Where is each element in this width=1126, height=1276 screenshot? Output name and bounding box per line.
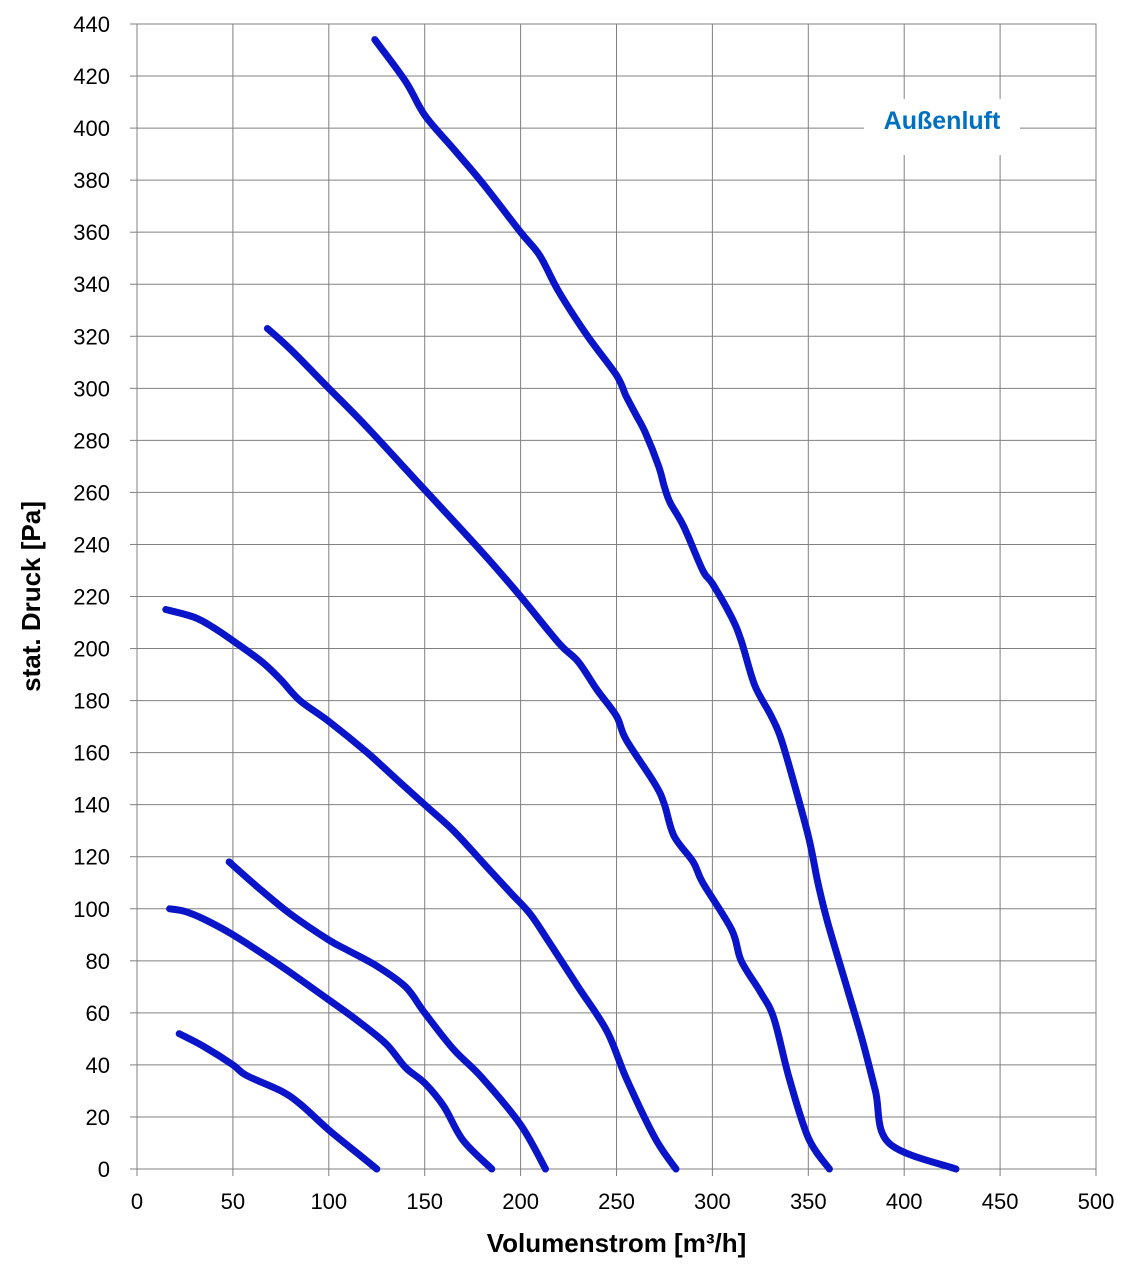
x-tick-label: 150 — [406, 1189, 443, 1214]
x-tick-label: 250 — [598, 1189, 635, 1214]
x-tick-label: 200 — [502, 1189, 539, 1214]
x-tick-label: 0 — [131, 1189, 143, 1214]
y-axis-title: stat. Druck [Pa] — [16, 501, 46, 692]
series-line-3 — [225, 858, 549, 1173]
y-tick-label: 80 — [86, 949, 110, 974]
x-tick-label: 100 — [310, 1189, 347, 1214]
series-line-2 — [166, 905, 496, 1173]
y-tick-label: 280 — [73, 428, 110, 453]
y-axis-ticks: 0 20 40 60 80 100 120 140 160 180 200 220 240 260 280 3… — [73, 12, 137, 1182]
y-tick-label: 420 — [73, 64, 110, 89]
y-tick-label: 240 — [73, 532, 110, 557]
x-axis-ticks: 0 50 100 150 200 250 300 350 400 450 500 — [131, 1169, 1114, 1214]
y-tick-label: 340 — [73, 272, 110, 297]
y-tick-label: 120 — [73, 845, 110, 870]
y-tick-label: 380 — [73, 168, 110, 193]
y-tick-label: 100 — [73, 897, 110, 922]
y-tick-label: 0 — [98, 1157, 110, 1182]
series-line-1 — [175, 1030, 381, 1173]
y-tick-label: 20 — [86, 1105, 110, 1130]
legend: Außenluft — [864, 99, 1020, 155]
y-tick-label: 220 — [73, 585, 110, 610]
y-tick-label: 200 — [73, 637, 110, 662]
x-tick-label: 500 — [1078, 1189, 1115, 1214]
x-tick-label: 50 — [221, 1189, 245, 1214]
y-tick-label: 60 — [86, 1001, 110, 1026]
x-axis-title: Volumenstrom [m³/h] — [487, 1228, 747, 1258]
series-line-6 — [371, 36, 960, 1173]
y-tick-label: 320 — [73, 324, 110, 349]
y-tick-label: 160 — [73, 741, 110, 766]
x-tick-label: 350 — [790, 1189, 827, 1214]
series-group — [162, 36, 960, 1173]
y-tick-label: 300 — [73, 376, 110, 401]
y-tick-label: 360 — [73, 220, 110, 245]
series-line-4 — [162, 606, 680, 1173]
legend-box — [864, 99, 1020, 155]
y-tick-label: 400 — [73, 116, 110, 141]
legend-label: Außenluft — [884, 107, 1001, 135]
x-tick-label: 450 — [982, 1189, 1019, 1214]
y-tick-label: 440 — [73, 12, 110, 37]
y-tick-label: 260 — [73, 480, 110, 505]
y-tick-label: 180 — [73, 689, 110, 714]
y-tick-label: 40 — [86, 1053, 110, 1078]
y-tick-label: 140 — [73, 793, 110, 818]
series-line-5 — [263, 325, 833, 1173]
x-tick-label: 400 — [886, 1189, 923, 1214]
x-tick-label: 300 — [694, 1189, 731, 1214]
